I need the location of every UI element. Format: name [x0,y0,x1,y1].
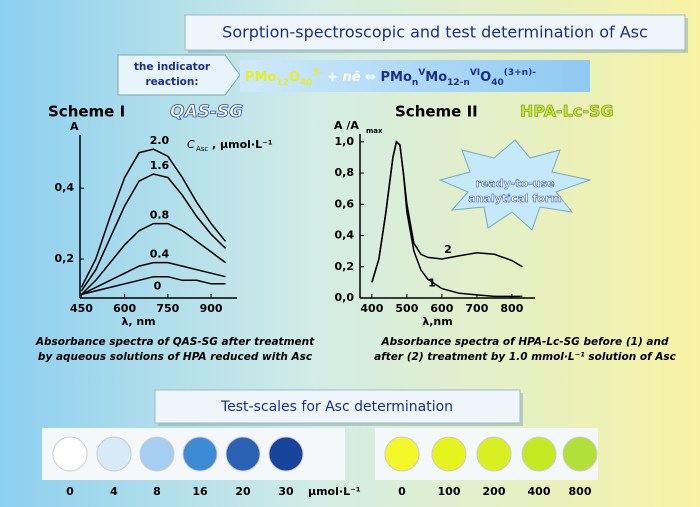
x-tick-label: 450 [70,302,93,315]
line [81,275,226,296]
scale-spot [96,436,132,472]
formula-part: O [480,70,491,85]
line [371,140,523,283]
scale-spot [476,436,512,472]
formula-part: O [289,70,300,85]
scale-label: 30 [278,485,294,498]
x-tick-label: 600 [113,302,136,315]
series-label: 0 [154,280,162,293]
scheme-subtitle: QAS-SG [170,102,243,122]
scale-label: 800 [569,485,592,498]
formula-part: 40 [300,78,313,88]
legend-title-sub: Asc [196,145,208,153]
scale-spot [268,436,304,472]
y-axis-label: A /A [334,119,359,132]
scale-spot [52,436,88,472]
scale-label: 0 [66,485,74,498]
scale-spot [521,436,557,472]
scale-spot [225,436,261,472]
legend-title-unit: , μmol·L⁻¹ [212,138,273,151]
formula-part: VI [470,68,480,78]
annotation: analytical form [468,192,561,205]
series-label: 2 [444,243,452,256]
series-label: 0.4 [150,248,170,261]
annotation: ready-to-use [475,177,554,190]
x-tick-label: 700 [465,302,488,315]
scale-label: 20 [235,485,251,498]
formula-part: PMo [381,70,412,85]
scale-spot [182,436,218,472]
caption: by aqueous solutions of HPA reduced with… [38,351,313,363]
y-tick-label: 0,4 [335,229,355,242]
scales-title-box [154,389,521,424]
scales-title: Test-scales for Asc determination [220,399,453,415]
scale-label: 4 [110,485,118,498]
series-label: 2.0 [150,134,170,147]
scale-label: 16 [192,485,208,498]
line [80,148,227,288]
indicator-box [117,54,241,96]
caption: after (2) treatment by 1.0 mmol·L⁻¹ solu… [374,351,677,363]
y-axis-label-sub: max [366,127,383,135]
scale-spot [562,436,598,472]
title-box [184,14,686,51]
caption: Absorbance spectra of HPA-Lc-SG before (… [381,336,669,348]
line [81,261,226,296]
y-tick-label: 0,2 [55,252,75,265]
formula-part: + nē ⇔ [323,70,381,85]
formula-part: 12-n [447,78,470,88]
legend-title: C [187,138,195,151]
scale-spot [431,436,467,472]
scale-label: 0 [398,485,406,498]
scheme-title: Scheme II [395,103,478,121]
line [80,222,226,296]
indicator-label: reaction: [145,76,198,88]
line [80,173,227,292]
scale-unit: μmol·L⁻¹ [308,485,361,498]
scheme-subtitle: HPA-Lc-SG [520,102,614,121]
scale-label: 8 [153,485,161,498]
y-tick-label: 0,6 [335,197,355,210]
scale-label: 400 [528,485,551,498]
x-axis-label: λ, nm [121,315,155,328]
y-axis-label: A [70,120,79,133]
caption: Absorbance spectra of QAS-SG after treat… [35,336,315,348]
formula-part: (3+n)- [504,68,536,78]
indicator-label: the indicator [134,61,211,73]
formula: PMo12O403- + nē ⇔ PMonVMo12-nVIO40(3+n)- [245,68,536,88]
formula-part: 12 [276,78,289,88]
y-tick-label: 0,2 [335,260,355,273]
formula-part: V [418,68,425,78]
series-label: 1 [428,276,436,289]
scale-label: 100 [438,485,461,498]
y-tick-label: 0,0 [335,291,355,304]
x-axis-label: λ,nm [422,315,452,328]
starburst [438,139,592,231]
x-tick-label: 900 [200,302,223,315]
formula-part: 40 [491,78,504,88]
formula-part: PMo [245,70,276,85]
x-tick-label: 400 [360,302,383,315]
formula-box [240,60,590,92]
y-tick-label: 0,8 [335,166,355,179]
scheme-title: Scheme I [48,103,125,121]
scale-spot [139,436,175,472]
series-label: 1.6 [150,159,170,172]
x-tick-label: 500 [395,302,418,315]
formula-part: n [412,78,418,88]
formula-part: 3- [313,68,323,78]
x-tick-label: 600 [430,302,453,315]
series-label: 0.8 [150,209,170,222]
scale-label: 200 [483,485,506,498]
title: Sorption-spectroscopic and test determin… [222,23,648,42]
y-tick-label: 1,0 [335,135,355,148]
x-tick-label: 800 [500,302,523,315]
scale-spot [384,436,420,472]
x-tick-label: 750 [156,302,179,315]
y-tick-label: 0,4 [55,181,75,194]
formula-part: Mo [425,70,447,85]
